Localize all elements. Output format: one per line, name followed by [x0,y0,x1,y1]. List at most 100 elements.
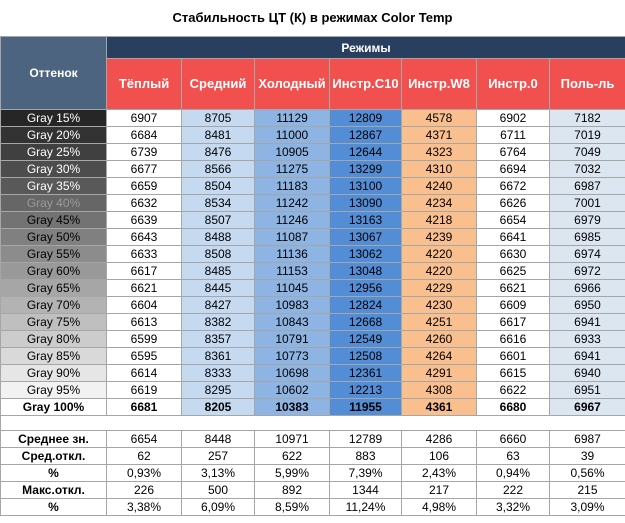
value-cell: 6633 [106,245,182,263]
row-label: Gray 90% [0,364,107,382]
value-cell: 7182 [548,109,625,127]
data-row: Gray 100% 6681 8205 10383 11955 4361 6680 6967 [0,398,625,416]
value-cell: 12361 [329,364,402,382]
value-cell: 4230 [401,296,477,314]
data-row: Gray 65% 6621 8445 11045 12956 4229 6621 6966 [0,279,625,297]
row-label: Gray 45% [0,211,107,229]
value-cell: 6625 [476,262,550,280]
value-cell: 8508 [181,245,255,263]
header-cell: Оттенок [0,36,107,110]
column-header: Инстр.0 [476,58,550,110]
spacer-cell [0,415,625,431]
value-cell: 6987 [548,177,625,195]
value-cell: 8333 [181,364,255,382]
value-cell: 8476 [181,143,255,161]
value-cell: 13299 [329,160,402,178]
value-cell: 12956 [329,279,402,297]
value-cell: 12824 [329,296,402,314]
value-cell: 6613 [106,313,182,331]
value-cell: 13048 [329,262,402,280]
column-header: Инстр.W8 [401,58,477,110]
value-cell: 4361 [401,398,477,416]
row-label: Gray 25% [0,143,107,161]
value-cell: 6974 [548,245,625,263]
value-cell: 10791 [254,330,330,348]
value-cell: 8445 [181,279,255,297]
value-cell: 6677 [106,160,182,178]
value-cell: 12809 [329,109,402,127]
data-row: Gray 80% 6599 8357 10791 12549 4260 6616 6933 [0,330,625,348]
value-cell: 13090 [329,194,402,212]
data-row: Gray 55% 6633 8508 11136 13062 4220 6630 6974 [0,245,625,263]
value-cell: 12668 [329,313,402,331]
value-cell: 6672 [476,177,550,195]
value-cell: 6967 [548,398,625,416]
value-cell: 6601 [476,347,550,365]
stat-cell: 10971 [254,430,330,448]
value-cell: 7032 [548,160,625,178]
value-cell: 6985 [548,228,625,246]
value-cell: 6684 [106,126,182,144]
value-cell: 6614 [106,364,182,382]
stat-cell: 4,98% [401,498,477,516]
value-cell: 6599 [106,330,182,348]
value-cell: 11153 [254,262,330,280]
stat-cell: 7,39% [329,464,402,482]
stat-cell: 4286 [401,430,477,448]
value-cell: 13062 [329,245,402,263]
value-cell: 10905 [254,143,330,161]
value-cell: 12508 [329,347,402,365]
value-cell: 8705 [181,109,255,127]
row-label: Gray 65% [0,279,107,297]
value-cell: 10843 [254,313,330,331]
stat-cell: 0,56% [548,464,625,482]
stat-cell: 106 [401,447,477,465]
value-cell: 6941 [548,313,625,331]
row-label: Gray 95% [0,381,107,399]
value-cell: 6641 [476,228,550,246]
value-cell: 6972 [548,262,625,280]
value-cell: 6907 [106,109,182,127]
row-label: Gray 40% [0,194,107,212]
stat-cell: 8,59% [254,498,330,516]
value-cell: 6617 [476,313,550,331]
stat-cell: 215 [548,481,625,499]
value-cell: 6621 [476,279,550,297]
spacer-row [0,415,625,431]
table-body: Оттенок Режимы Тёплый Средний Холодный Инст… [0,36,625,516]
stat-row: Среднее зн. 6654 8448 10971 12789 4286 6660 698… [0,430,625,448]
stat-cell: 2,43% [401,464,477,482]
row-label: Gray 15% [0,109,107,127]
data-row: Gray 20% 6684 8481 11000 12867 4371 6711 7019 [0,126,625,144]
value-cell: 4310 [401,160,477,178]
value-cell: 12213 [329,381,402,399]
stat-cell: 6654 [106,430,182,448]
value-cell: 6626 [476,194,550,212]
stat-label: % [0,464,107,482]
header-cell: Режимы [105,36,625,59]
value-cell: 6966 [548,279,625,297]
data-row: Gray 75% 6613 8382 10843 12668 4251 6617 6941 [0,313,625,331]
stat-cell: 226 [106,481,182,499]
value-cell: 12867 [329,126,402,144]
row-label: Gray 35% [0,177,107,195]
row-label: Gray 80% [0,330,107,348]
stat-cell: 1344 [329,481,402,499]
value-cell: 4220 [401,262,477,280]
value-cell: 4218 [401,211,477,229]
value-cell: 11000 [254,126,330,144]
value-cell: 10773 [254,347,330,365]
value-cell: 8534 [181,194,255,212]
row-label: Gray 70% [0,296,107,314]
row-label: Gray 30% [0,160,107,178]
value-cell: 4240 [401,177,477,195]
value-cell: 11087 [254,228,330,246]
row-label: Gray 75% [0,313,107,331]
value-cell: 11183 [254,177,330,195]
column-header: Холодный [254,58,330,110]
value-cell: 8488 [181,228,255,246]
value-cell: 4291 [401,364,477,382]
stat-cell: 3,38% [106,498,182,516]
value-cell: 6659 [106,177,182,195]
